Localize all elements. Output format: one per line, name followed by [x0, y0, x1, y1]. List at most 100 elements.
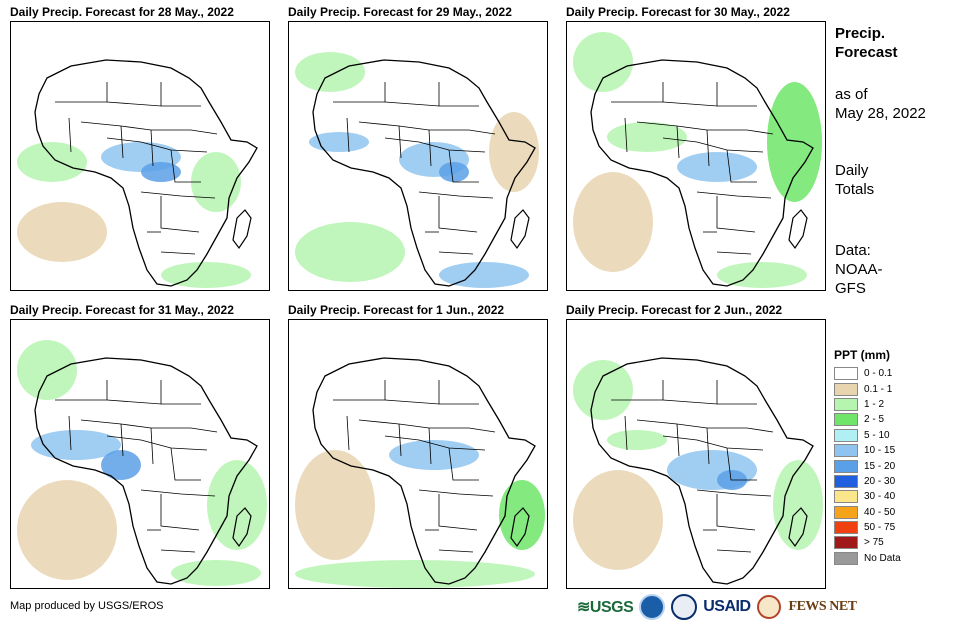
country-border	[190, 129, 218, 135]
africa-coastline	[312, 59, 536, 287]
map-canvas	[17, 59, 258, 288]
legend-swatch	[834, 490, 858, 504]
precip-patch	[573, 172, 653, 272]
map-canvas	[295, 357, 545, 588]
legend-label: 20 - 30	[864, 475, 896, 487]
logo-strip: ≋USGS USAID FEWS NET	[577, 594, 857, 620]
map-canvas	[573, 32, 822, 288]
country-border	[358, 121, 469, 131]
country-border	[384, 137, 486, 153]
country-border	[726, 149, 757, 183]
africa-map	[566, 319, 826, 589]
country-border	[438, 494, 478, 531]
country-border	[662, 380, 718, 405]
precip-patch	[295, 52, 365, 92]
precip-patch	[31, 430, 121, 460]
country-border	[120, 423, 124, 457]
country-border	[438, 251, 474, 255]
precip-patch	[573, 32, 633, 92]
precip-patch	[17, 480, 117, 580]
map-credit: Map produced by USGS/EROS	[10, 600, 164, 612]
legend-swatch	[834, 444, 858, 458]
legend-label: 2 - 5	[864, 414, 885, 426]
legend-swatch	[834, 551, 858, 565]
country-border	[140, 489, 216, 497]
legend-swatch	[834, 367, 858, 381]
country-border	[448, 447, 479, 481]
country-border	[346, 117, 350, 153]
country-border	[662, 82, 718, 107]
country-border	[68, 415, 72, 451]
precip-patch	[17, 340, 77, 400]
country-border	[448, 149, 479, 183]
precip-patch	[295, 560, 535, 588]
country-border	[696, 191, 772, 199]
legend-item: 0 - 0.1	[834, 366, 901, 381]
legend-label: No Data	[864, 552, 901, 564]
country-border	[106, 82, 162, 107]
country-border	[696, 489, 772, 497]
legend-item: 2 - 5	[834, 412, 901, 427]
country-border	[150, 129, 154, 167]
country-border	[106, 380, 162, 405]
data-source: Data: NOAA- GFS	[835, 242, 883, 297]
country-border	[358, 419, 469, 429]
precip-patch	[489, 112, 539, 192]
africa-coastline	[590, 59, 814, 287]
africa-coastline	[34, 59, 258, 287]
panel-title: Daily Precip. Forecast for 2 Jun., 2022	[566, 303, 783, 317]
country-border	[80, 121, 191, 131]
legend-item: 50 - 75	[834, 520, 901, 535]
country-border	[418, 191, 494, 199]
country-border	[333, 380, 386, 401]
panel-title: Daily Precip. Forecast for 28 May., 2022	[10, 5, 234, 19]
country-border	[160, 251, 196, 255]
precip-patch	[101, 450, 141, 480]
country-border	[624, 415, 628, 451]
legend-swatch	[834, 536, 858, 550]
country-border	[68, 117, 72, 153]
country-border	[706, 129, 710, 167]
precip-patch	[573, 360, 633, 420]
country-border	[140, 191, 216, 199]
africa-map	[10, 21, 270, 291]
country-border	[428, 427, 432, 465]
daily-totals-label: Daily Totals	[835, 162, 875, 198]
country-border	[726, 447, 757, 481]
panel-title: Daily Precip. Forecast for 1 Jun., 2022	[288, 303, 505, 317]
fews-net-logo: FEWS NET	[788, 599, 857, 614]
madagascar-outline	[788, 209, 808, 250]
legend-item: 30 - 40	[834, 489, 901, 504]
legend-swatch	[834, 505, 858, 519]
legend-item: 40 - 50	[834, 505, 901, 520]
country-border	[170, 447, 201, 481]
precip-patch	[767, 82, 822, 202]
legend-label: 5 - 10	[864, 429, 890, 441]
legend-swatch	[834, 397, 858, 411]
country-border	[346, 415, 350, 451]
legend-label: 1 - 2	[864, 398, 885, 410]
country-border	[662, 435, 764, 451]
country-border	[746, 129, 774, 135]
country-border	[384, 380, 440, 405]
precip-patch	[607, 122, 687, 152]
legend-label: 0.1 - 1	[864, 383, 893, 395]
country-border	[706, 427, 710, 465]
country-border	[384, 82, 440, 107]
fews-seal-icon	[756, 595, 781, 619]
legend-swatch	[834, 413, 858, 427]
country-border	[468, 427, 496, 433]
country-border	[636, 121, 747, 131]
precip-patch	[389, 440, 479, 470]
madagascar-outline	[788, 507, 808, 548]
legend-swatch	[834, 474, 858, 488]
precip-patch	[573, 470, 663, 570]
map-canvas	[17, 340, 267, 586]
country-border	[106, 137, 208, 153]
precip-patch	[295, 222, 405, 282]
side-title: Precip. Forecast	[835, 25, 898, 61]
country-border	[80, 419, 191, 429]
precip-patch	[295, 450, 375, 560]
country-border	[636, 419, 747, 429]
madagascar-outline	[510, 209, 530, 250]
